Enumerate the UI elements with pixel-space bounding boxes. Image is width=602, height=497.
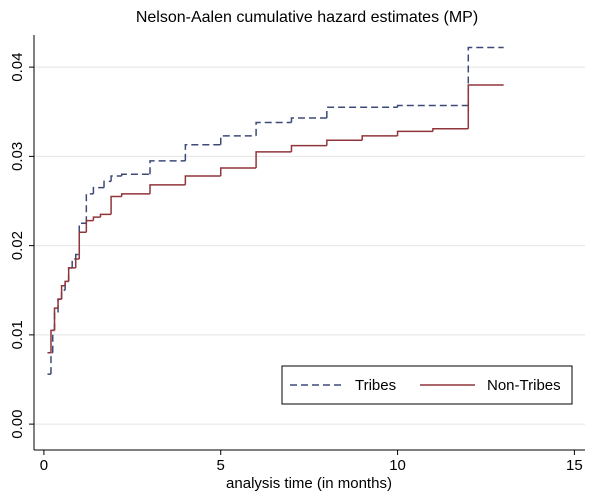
step-segment (219, 135, 257, 145)
step-segment (64, 280, 69, 286)
y-tick-label: 0.02 (9, 231, 26, 260)
step-segment (467, 46, 504, 106)
step-segment (110, 195, 122, 215)
step-segment (184, 175, 221, 185)
legend-label: Non-Tribes (487, 377, 561, 394)
x-tick-label: 5 (217, 457, 225, 474)
step-segment (290, 117, 327, 123)
y-tick-label: 0.04 (9, 53, 26, 82)
step-segment (396, 130, 433, 136)
step-segment (149, 184, 186, 194)
x-axis-label: analysis time (in months) (226, 475, 392, 492)
step-segment (361, 135, 398, 141)
step-segment (184, 144, 221, 161)
step-segment (326, 139, 363, 146)
step-segment (92, 216, 101, 221)
step-segment (290, 144, 327, 152)
step-segment (51, 329, 55, 353)
step-segment (396, 104, 469, 108)
step-segment (78, 222, 87, 255)
step-segment (110, 175, 122, 182)
step-segment (60, 285, 66, 300)
step-segment (78, 231, 87, 260)
step-segment (103, 180, 112, 188)
step-segment (92, 186, 105, 194)
chart-title: Nelson-Aalen cumulative hazard estimates… (136, 9, 478, 26)
step-segment (74, 253, 80, 260)
step-segment (467, 84, 504, 129)
step-segment (50, 329, 55, 353)
step-segment (85, 219, 94, 233)
step-segment (50, 351, 53, 375)
step-segment (53, 307, 59, 331)
step-segment (67, 267, 76, 282)
step-segment (71, 258, 76, 268)
step-segment (255, 151, 292, 168)
step-segment (326, 106, 398, 118)
x-tick-label: 0 (40, 457, 48, 474)
step-segment (99, 213, 112, 218)
y-tick-label: 0.03 (9, 142, 26, 171)
step-segment (120, 173, 150, 177)
step-segment (85, 193, 94, 224)
step-segment (74, 258, 80, 268)
legend-label: Tribes (355, 377, 396, 394)
step-segment (57, 298, 62, 309)
step-segment (432, 127, 469, 132)
x-tick-label: 10 (389, 457, 406, 474)
x-tick-label: 15 (566, 457, 583, 474)
step-segment (219, 167, 257, 177)
step-segment (255, 121, 292, 136)
step-segment (120, 193, 150, 197)
step-segment (149, 160, 186, 175)
y-tick-label: 0.00 (9, 410, 26, 439)
y-tick-label: 0.01 (9, 320, 26, 349)
